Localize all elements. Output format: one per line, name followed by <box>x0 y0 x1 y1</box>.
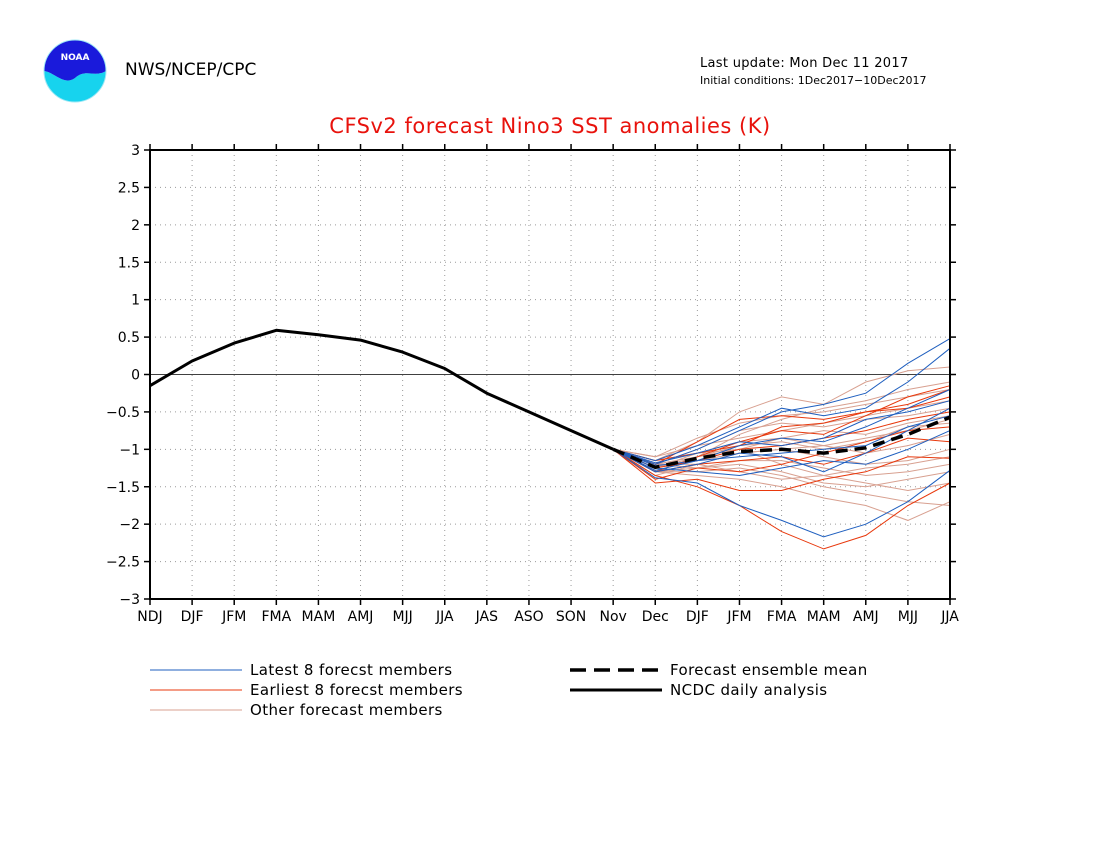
x-tick-label: DJF <box>181 609 204 625</box>
x-tick-label: DJF <box>686 609 709 625</box>
red-member-line <box>613 396 951 462</box>
legend-label: NCDC daily analysis <box>670 681 828 699</box>
noaa-logo-text: NOAA <box>61 53 90 63</box>
blue-member-line <box>613 347 951 462</box>
main-series <box>149 328 951 470</box>
red-member-line <box>612 448 951 491</box>
x-tick-label: JAS <box>475 609 498 625</box>
y-tick-label: −0.5 <box>106 405 140 421</box>
legend-label: Forecast ensemble mean <box>670 661 868 679</box>
pink-member-line <box>613 366 951 462</box>
x-tick-label: JJA <box>435 609 454 625</box>
x-tick-label: JFM <box>221 609 246 625</box>
x-tick-label: AMJ <box>348 609 374 625</box>
blue-member-line <box>612 448 951 538</box>
x-tick-label: NDJ <box>137 609 162 625</box>
legend-label: Other forecast members <box>250 701 443 719</box>
blue-member-line <box>612 430 951 477</box>
y-tick-label: 2 <box>131 218 140 234</box>
x-tick-label: FMA <box>261 609 291 625</box>
pink-member-line <box>612 448 951 506</box>
y-tick-label: 2.5 <box>118 180 140 196</box>
y-tick-label: 0.5 <box>118 330 140 346</box>
grid-lines <box>150 150 950 599</box>
x-tick-label: Nov <box>599 609 626 625</box>
pink-member-line <box>612 448 951 477</box>
legend-label: Latest 8 forecst members <box>250 661 452 679</box>
y-tick-label: −3 <box>119 592 140 608</box>
x-tick-label: MJJ <box>392 609 412 625</box>
x-tick-label: JFM <box>726 609 751 625</box>
x-tick-label: MAM <box>302 609 336 625</box>
x-tick-label: Dec <box>642 609 669 625</box>
red-member-line <box>612 426 951 480</box>
x-tick-label: MAM <box>807 609 841 625</box>
legend-label: Earliest 8 forecst members <box>250 681 463 699</box>
x-tick-label: FMA <box>767 609 797 625</box>
chart-title: CFSv2 forecast Nino3 SST anomalies (K) <box>329 114 771 138</box>
y-tick-label: −1.5 <box>106 480 140 496</box>
x-tick-label: SON <box>556 609 586 625</box>
y-tick-label: −2.5 <box>106 555 140 571</box>
ncdc-analysis-line <box>149 328 614 451</box>
x-tick-label: ASO <box>514 609 543 625</box>
y-tick-label: 1 <box>131 293 140 309</box>
noaa-logo: NOAA <box>43 39 107 103</box>
blue-member-line <box>612 415 951 471</box>
y-tick-label: 0 <box>131 368 140 384</box>
y-tick-label: 3 <box>131 143 140 159</box>
red-member-line <box>613 389 951 465</box>
x-tick-label: JJA <box>940 609 959 625</box>
x-tick-label: MJJ <box>898 609 918 625</box>
ensemble-mean-line <box>612 415 951 470</box>
y-tick-label: 1.5 <box>118 255 140 271</box>
blue-member-line <box>613 400 951 464</box>
y-tick-label: −1 <box>119 442 140 458</box>
legend: Latest 8 forecst members Earliest 8 forec… <box>150 661 868 719</box>
initial-conditions: Initial conditions: 1Dec2017−10Dec2017 <box>700 74 927 87</box>
last-update: Last update: Mon Dec 11 2017 <box>700 56 909 71</box>
y-tick-label: −2 <box>119 517 140 533</box>
org-name: NWS/NCEP/CPC <box>125 60 257 80</box>
x-tick-label: AMJ <box>853 609 879 625</box>
